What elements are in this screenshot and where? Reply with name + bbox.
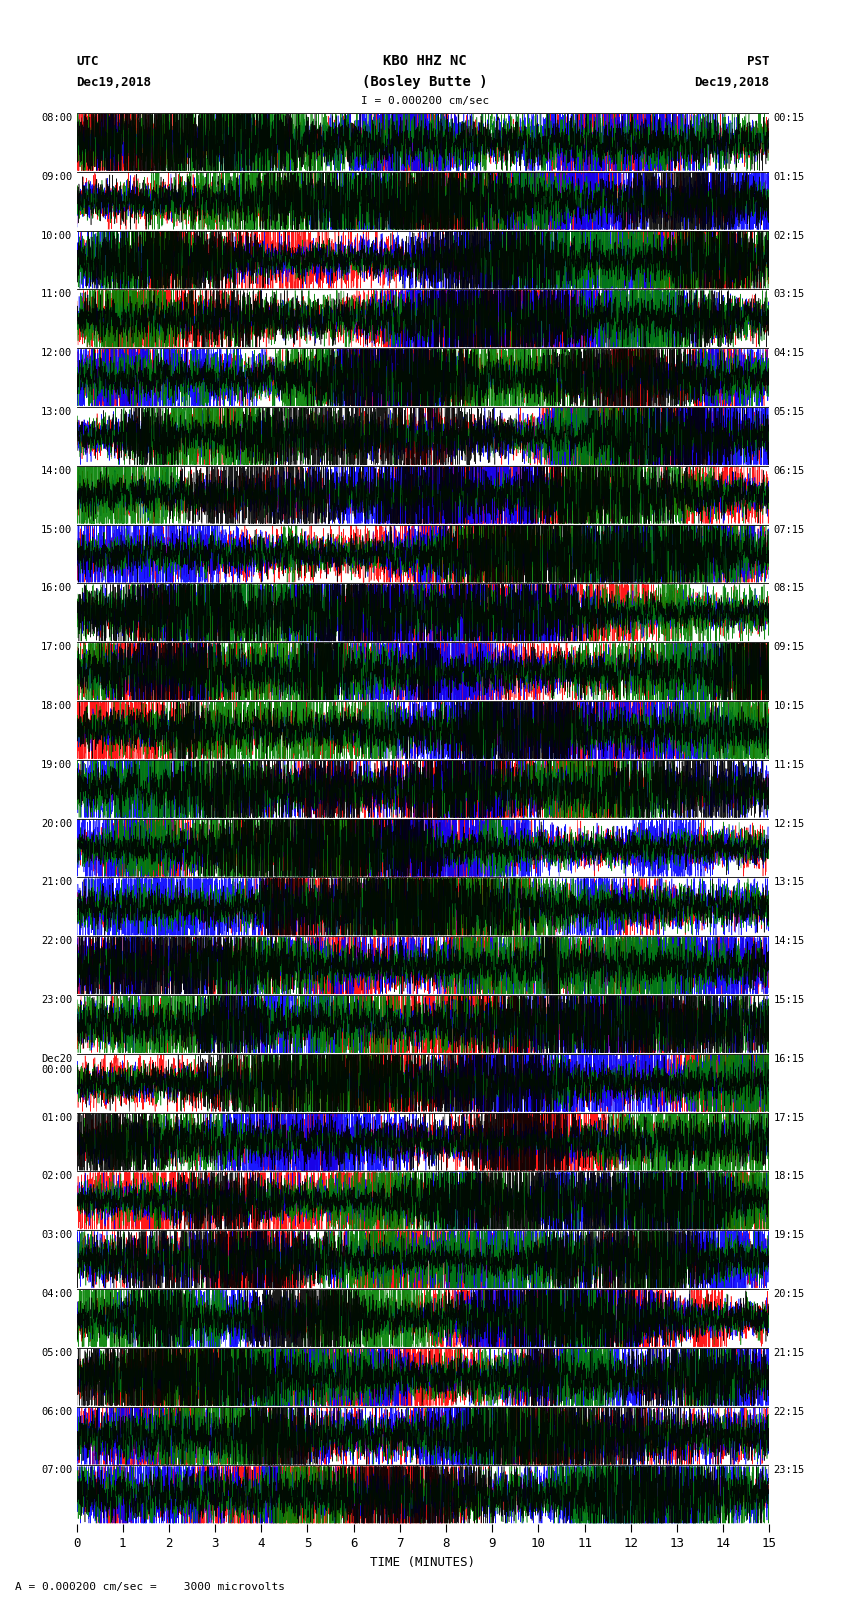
- Text: Dec19,2018: Dec19,2018: [694, 76, 769, 89]
- Text: (Bosley Butte ): (Bosley Butte ): [362, 74, 488, 89]
- Text: I = 0.000200 cm/sec: I = 0.000200 cm/sec: [361, 97, 489, 106]
- Text: A = 0.000200 cm/sec =    3000 microvolts: A = 0.000200 cm/sec = 3000 microvolts: [15, 1582, 286, 1592]
- Text: Dec19,2018: Dec19,2018: [76, 76, 151, 89]
- Text: UTC: UTC: [76, 55, 99, 68]
- X-axis label: TIME (MINUTES): TIME (MINUTES): [371, 1557, 475, 1569]
- Text: KBO HHZ NC: KBO HHZ NC: [383, 53, 467, 68]
- Text: PST: PST: [747, 55, 769, 68]
